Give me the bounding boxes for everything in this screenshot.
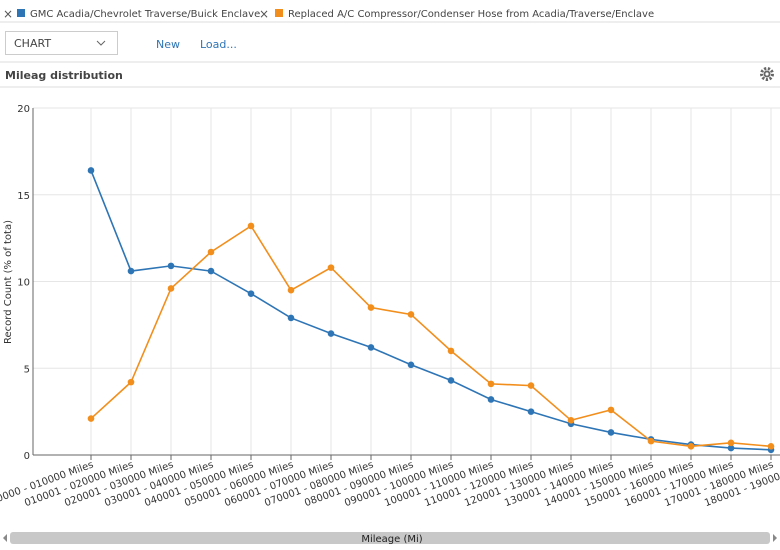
data-point: [447, 377, 455, 384]
data-point: [407, 311, 415, 318]
load-button[interactable]: Load...: [200, 38, 237, 51]
settings-icon[interactable]: [760, 67, 774, 81]
x-axis-title: Mileage (Mi): [361, 534, 422, 545]
legend-label[interactable]: Replaced A/C Compressor/Condenser Hose f…: [288, 9, 654, 20]
legend-swatch: [17, 9, 25, 17]
chart-title: Mileag distribution: [5, 69, 123, 82]
data-point: [727, 444, 735, 452]
dropdown[interactable]: [5, 31, 118, 55]
y-axis-title: Record Count (% of tota): [3, 220, 14, 344]
data-point: [87, 415, 95, 422]
data-point: [167, 285, 175, 292]
data-point: [527, 408, 535, 415]
data-point: [367, 344, 375, 351]
data-point: [647, 437, 655, 445]
data-point: [207, 248, 215, 256]
close-icon[interactable]: ×: [259, 7, 269, 21]
scrollbar[interactable]: [10, 532, 770, 544]
dropdown-arrow: [96, 40, 106, 46]
data-point: [527, 382, 535, 389]
data-point: [327, 264, 335, 271]
data-point: [767, 443, 775, 450]
data-point: [247, 290, 255, 297]
scroll-left[interactable]: [3, 534, 7, 542]
data-point: [87, 167, 95, 174]
data-point: [407, 361, 415, 369]
data-point: [607, 429, 615, 436]
y-tick-label: 15: [17, 191, 30, 202]
data-point: [687, 443, 695, 450]
data-point: [127, 267, 135, 275]
series-line: [90, 170, 772, 451]
scroll-right[interactable]: [773, 534, 777, 542]
data-point: [367, 304, 375, 311]
data-point: [487, 396, 495, 403]
legend-label[interactable]: GMC Acadia/Chevrolet Traverse/Buick Encl…: [30, 9, 260, 20]
y-tick-label: 5: [24, 364, 30, 375]
data-point: [327, 330, 335, 337]
data-point: [487, 380, 495, 388]
series-line: [90, 224, 772, 448]
data-point: [247, 222, 255, 230]
data-point: [287, 286, 295, 294]
dropdown-label[interactable]: CHART: [14, 37, 51, 50]
data-point: [727, 439, 735, 447]
y-tick-label: 20: [17, 104, 30, 115]
legend-swatch: [275, 9, 283, 17]
data-point: [607, 406, 615, 414]
data-point: [127, 378, 135, 386]
data-point: [447, 347, 455, 355]
close-icon[interactable]: ×: [3, 7, 13, 21]
data-point: [167, 262, 175, 270]
new-button[interactable]: New: [156, 38, 180, 51]
data-point: [207, 267, 215, 275]
data-point: [287, 314, 295, 322]
y-tick-label: 10: [17, 278, 30, 289]
data-point: [567, 417, 575, 424]
y-tick-label: 0: [24, 451, 30, 462]
